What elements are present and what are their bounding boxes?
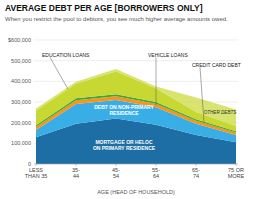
annotation: EDUCATION LOANS <box>42 52 90 58</box>
grid-line <box>34 40 238 41</box>
x-tick <box>236 164 237 166</box>
y-tick-label: 300,000 <box>11 99 31 105</box>
annotation: VEHICLE LOANS <box>148 52 188 58</box>
title: AVERAGE DEBT PER AGE [BORROWERS ONLY] <box>5 3 203 13</box>
x-tick-label: 55-64 <box>152 167 160 179</box>
annotation-leader <box>50 57 68 89</box>
x-axis-label: AGE (HEAD OF HOUSEHOLD) <box>97 189 175 195</box>
annotation: MORTGAGE OR HELOCON PRIMARY RESIDENCE <box>93 139 156 151</box>
y-tick-label: 500,000 <box>11 58 31 64</box>
annotation: DEBT ON NON-PRIMARYRESIDENCE <box>94 104 154 116</box>
areas <box>36 69 236 164</box>
y-tick-label: 100,000 <box>11 140 31 146</box>
annotation: CREDIT CARD DEBT <box>192 62 241 68</box>
y-tick-label: 200,000 <box>11 120 31 126</box>
x-tick-label: 65-74 <box>192 167 200 179</box>
x-tick <box>116 164 117 166</box>
annotation: OTHER DEBTS <box>204 110 238 115</box>
area <box>36 69 236 126</box>
x-tick <box>76 164 77 166</box>
x-tick <box>196 164 197 166</box>
x-tick-label: 75 ORMORE <box>228 167 245 179</box>
x-tick-label: 35-44 <box>72 167 80 179</box>
y-tick-label: 400,000 <box>11 78 31 84</box>
x-tick <box>36 164 37 166</box>
x-tick <box>156 164 157 166</box>
x-tick-label: LESSTHAN 35 <box>25 167 48 179</box>
subtitle: When you restrict the pool to debtors, y… <box>5 16 228 22</box>
x-axis-line <box>34 164 238 165</box>
chart: AVERAGE DEBT PER AGE [BORROWERS ONLY] Whe… <box>0 0 254 199</box>
y-tick-label: $600,000 <box>8 37 31 43</box>
x-tick-label: 45-54 <box>112 167 120 179</box>
annotation-leader <box>156 57 157 105</box>
